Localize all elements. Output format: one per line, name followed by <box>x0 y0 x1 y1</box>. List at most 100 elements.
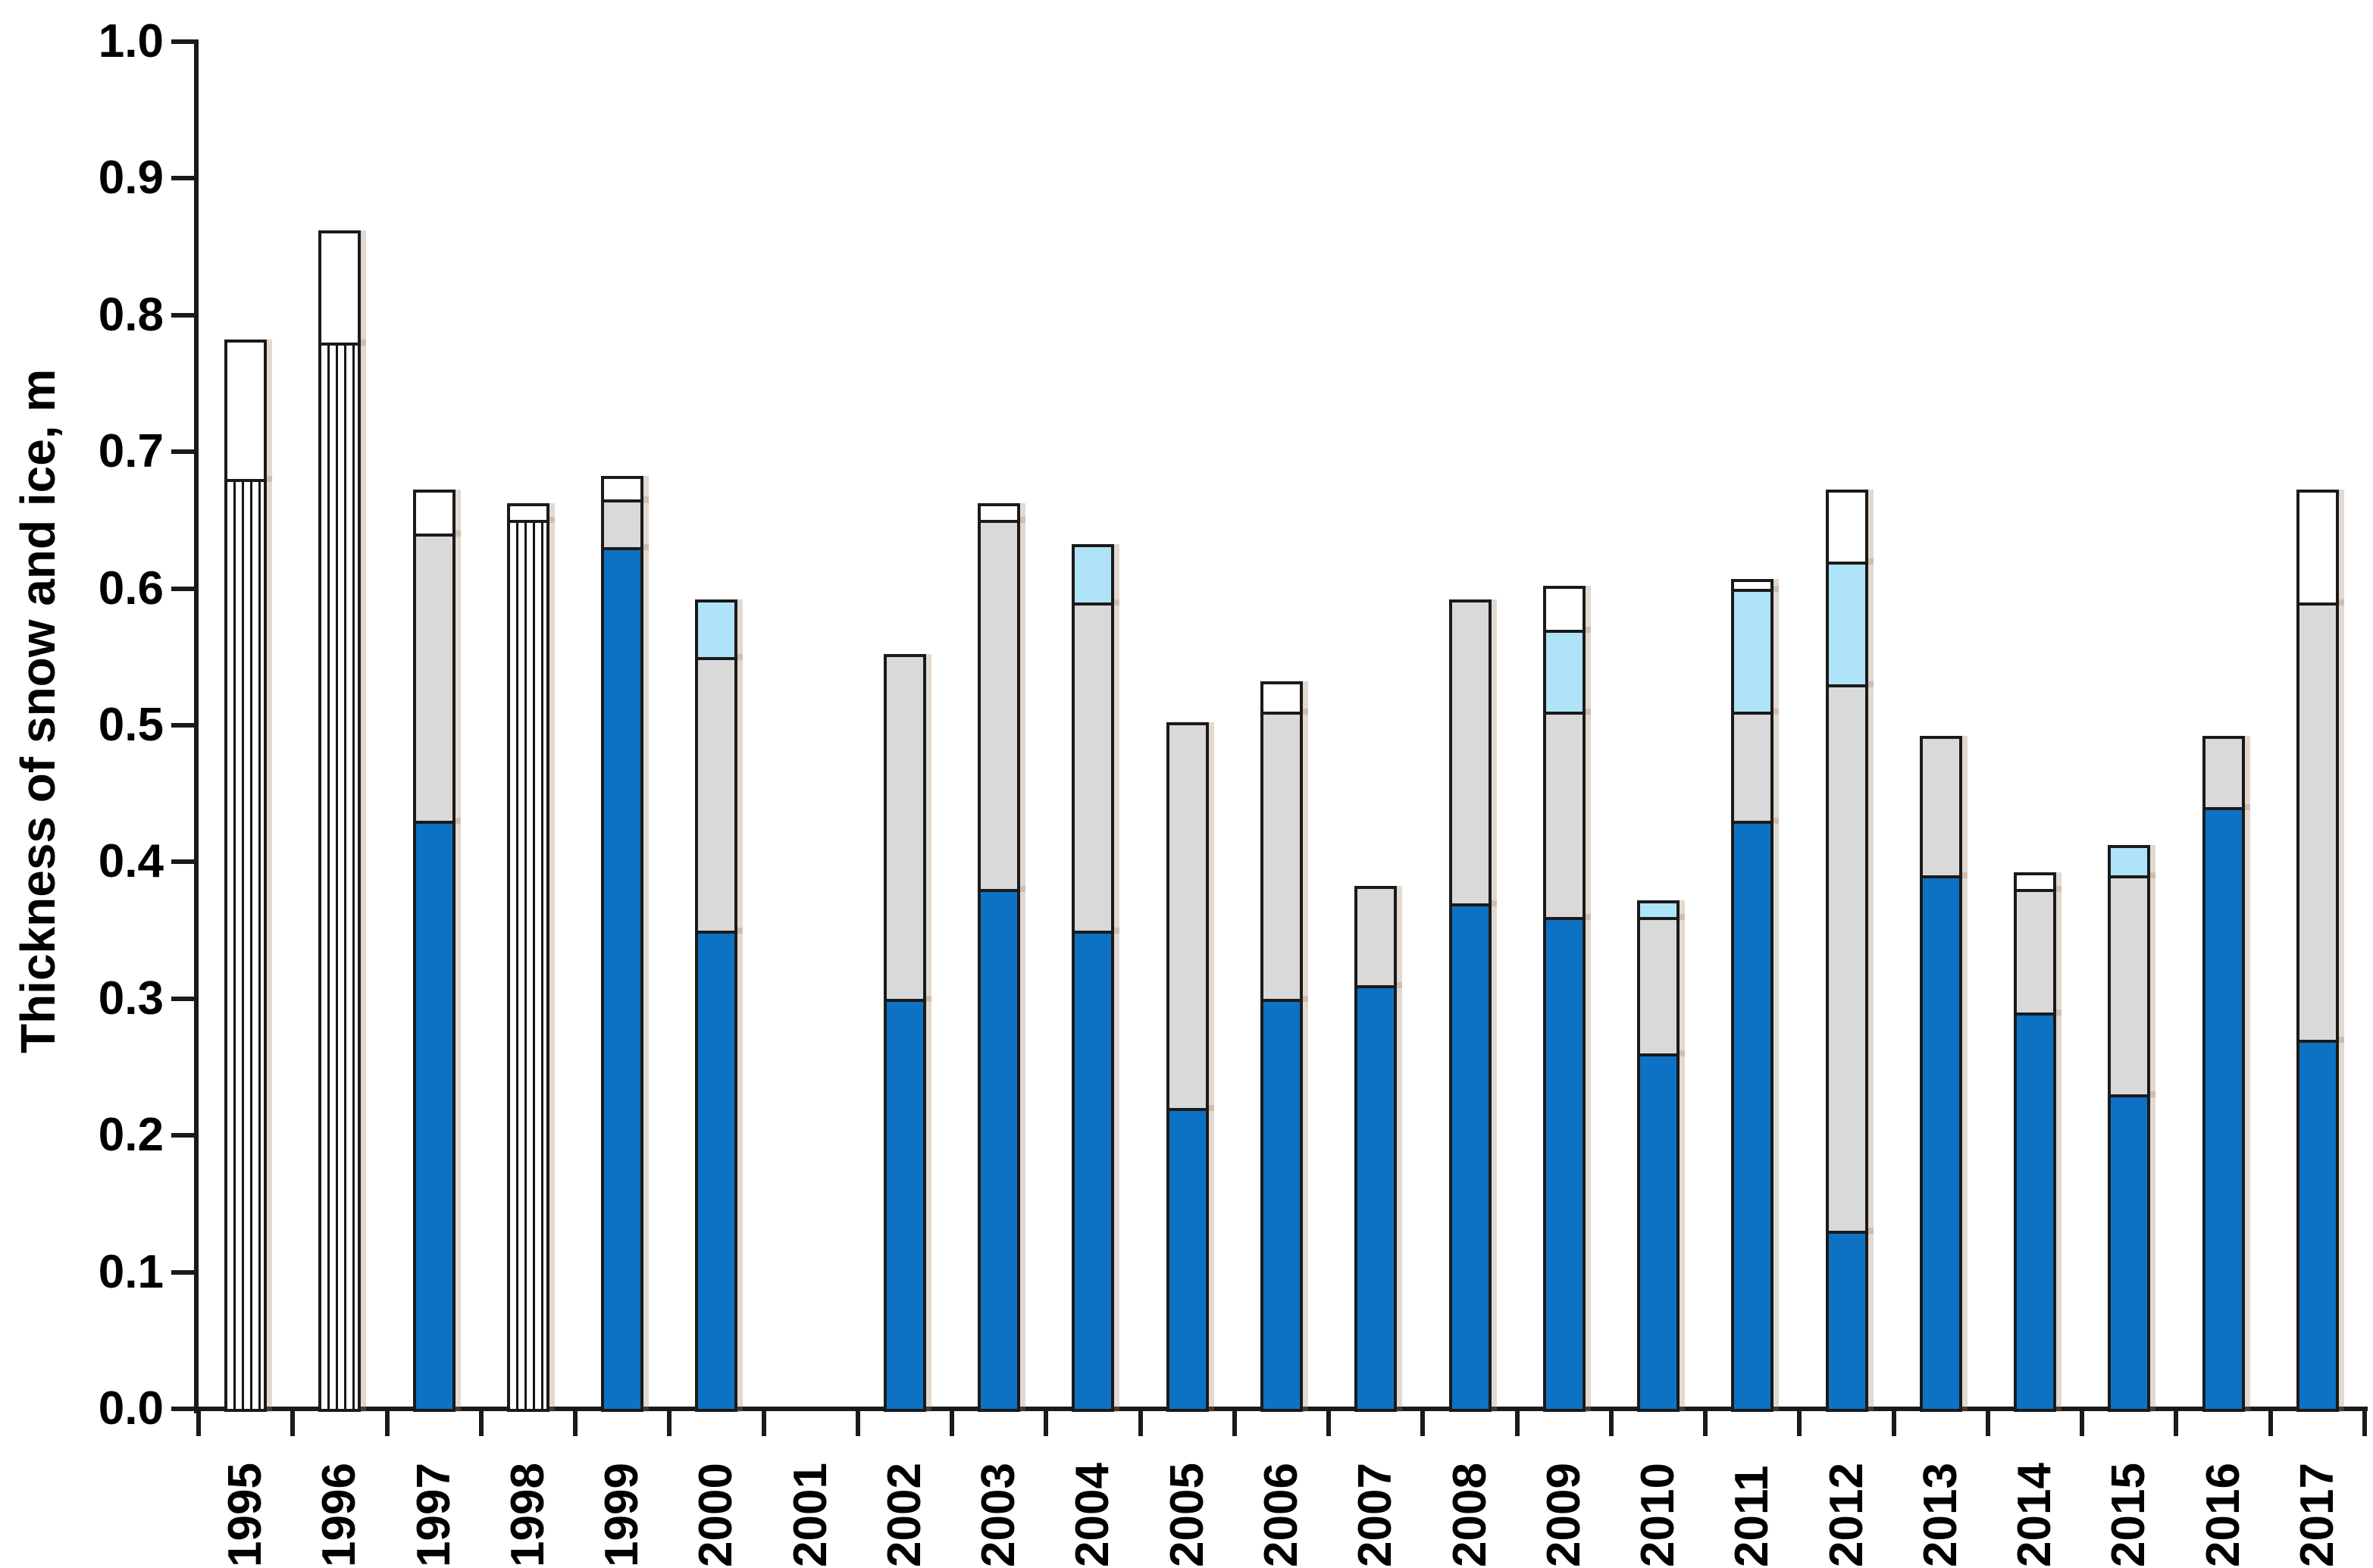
x-tick-label-1996: 1996 <box>313 1463 366 1567</box>
bar-segment-2004-light-blue <box>1072 544 1115 606</box>
x-tick-label-1997: 1997 <box>407 1463 460 1567</box>
bar-segment-2005-dark-blue <box>1166 1105 1209 1412</box>
bar-segment-2012-light-blue <box>1825 558 1868 687</box>
bar-segment-2012-dark-blue <box>1825 1228 1868 1412</box>
y-tick-label: 0.6 <box>98 562 164 615</box>
y-tick-label: 0.3 <box>98 972 164 1025</box>
y-tick-mark <box>171 859 194 865</box>
x-tick-mark <box>1608 1409 1614 1436</box>
x-tick-label-1999: 1999 <box>596 1463 649 1567</box>
bar-segment-2010-gray <box>1637 913 1680 1056</box>
bar-segment-2007-dark-blue <box>1354 981 1398 1412</box>
bar-segment-1995-white <box>224 339 268 483</box>
x-tick-mark <box>1420 1409 1426 1436</box>
bar-segment-2012-white <box>1825 490 1868 565</box>
bar-segment-2016-gray <box>2202 736 2245 811</box>
y-tick-label: 0.9 <box>98 152 164 205</box>
bar-segment-1997-white <box>412 490 456 537</box>
bar-segment-2000-light-blue <box>695 599 738 660</box>
bar-segment-1999-white <box>601 476 644 503</box>
bar-segment-2014-white <box>2014 872 2057 893</box>
x-tick-mark <box>855 1409 860 1436</box>
x-tick-mark <box>2362 1409 2367 1436</box>
bar-segment-1996-white <box>318 230 362 346</box>
x-tick-mark <box>1703 1409 1708 1436</box>
x-tick-label-2001: 2001 <box>784 1463 837 1567</box>
bar-segment-2011-light-blue <box>1731 585 1774 715</box>
x-tick-label-2013: 2013 <box>1914 1463 1967 1567</box>
x-tick-label-2017: 2017 <box>2290 1463 2343 1567</box>
y-tick-label: 0.0 <box>98 1382 164 1435</box>
x-tick-mark <box>1891 1409 1896 1436</box>
x-tick-label-1998: 1998 <box>501 1463 554 1567</box>
x-tick-label-2015: 2015 <box>2102 1463 2155 1567</box>
bar-segment-2003-white <box>978 503 1021 524</box>
bar-segment-2017-dark-blue <box>2296 1036 2339 1412</box>
x-tick-label-2016: 2016 <box>2196 1463 2249 1567</box>
bar-segment-2011-white <box>1731 578 1774 592</box>
x-tick-label-2005: 2005 <box>1160 1463 1213 1567</box>
y-tick-mark <box>171 723 194 728</box>
x-tick-mark <box>478 1409 484 1436</box>
y-tick-mark <box>171 312 194 318</box>
x-tick-label-2002: 2002 <box>878 1463 931 1567</box>
x-tick-label-2004: 2004 <box>1066 1463 1119 1567</box>
x-tick-mark <box>384 1409 390 1436</box>
x-tick-label-2006: 2006 <box>1255 1463 1307 1567</box>
bar-segment-2017-gray <box>2296 599 2339 1043</box>
x-tick-label-2008: 2008 <box>1443 1463 1496 1567</box>
bar-segment-2006-gray <box>1260 708 1303 1002</box>
bar-segment-2010-dark-blue <box>1637 1050 1680 1412</box>
x-tick-label-2010: 2010 <box>1632 1463 1685 1567</box>
y-tick-label: 0.4 <box>98 835 164 888</box>
bar-segment-1999-dark-blue <box>601 544 644 1412</box>
bar-segment-2007-gray <box>1354 886 1398 988</box>
bar-segment-1999-gray <box>601 496 644 551</box>
x-tick-mark <box>1044 1409 1049 1436</box>
bar-segment-1998-white <box>506 503 549 524</box>
bar-segment-2000-gray <box>695 653 738 934</box>
x-tick-mark <box>1514 1409 1520 1436</box>
bar-segment-2009-light-blue <box>1542 626 1586 715</box>
bar-segment-2006-white <box>1260 681 1303 715</box>
bar-segment-1995-striped <box>224 476 268 1412</box>
x-tick-label-2000: 2000 <box>690 1463 743 1567</box>
y-tick-mark <box>171 1407 194 1411</box>
y-tick-label: 0.1 <box>98 1245 164 1298</box>
x-tick-mark <box>2268 1409 2273 1436</box>
bar-segment-1996-striped <box>318 339 362 1412</box>
bar-segment-2009-dark-blue <box>1542 913 1586 1412</box>
y-tick-mark <box>171 586 194 591</box>
bar-segment-2013-dark-blue <box>1919 872 1962 1412</box>
bar-segment-2003-dark-blue <box>978 886 1021 1412</box>
x-tick-label-2009: 2009 <box>1537 1463 1590 1567</box>
x-tick-mark <box>290 1409 296 1436</box>
bar-segment-2003-gray <box>978 517 1021 893</box>
bar-segment-2015-dark-blue <box>2108 1091 2151 1412</box>
x-tick-label-1995: 1995 <box>219 1463 272 1567</box>
x-tick-label-2014: 2014 <box>2008 1463 2062 1567</box>
x-tick-label-2007: 2007 <box>1349 1463 1402 1567</box>
y-tick-label: 0.2 <box>98 1109 164 1162</box>
bar-segment-2004-gray <box>1072 599 1115 934</box>
bar-segment-1997-gray <box>412 530 456 825</box>
bar-segment-2014-dark-blue <box>2014 1009 2057 1412</box>
y-tick-mark <box>171 996 194 1001</box>
bar-segment-2014-gray <box>2014 886 2057 1016</box>
bar-segment-2006-dark-blue <box>1260 995 1303 1412</box>
x-tick-mark <box>761 1409 766 1436</box>
bar-segment-2008-gray <box>1448 599 1492 906</box>
x-tick-mark <box>2080 1409 2085 1436</box>
bar-segment-2015-light-blue <box>2108 845 2151 879</box>
y-tick-mark <box>171 1133 194 1138</box>
y-tick-mark <box>171 176 194 181</box>
y-axis-line <box>194 39 199 1413</box>
y-tick-mark <box>171 39 194 44</box>
x-tick-label-2012: 2012 <box>1820 1463 1873 1567</box>
y-tick-mark <box>171 1269 194 1275</box>
bar-segment-2011-dark-blue <box>1731 818 1774 1412</box>
bar-segment-1998-striped <box>506 517 549 1412</box>
bar-segment-2008-dark-blue <box>1448 900 1492 1412</box>
bar-segment-2002-dark-blue <box>883 995 926 1412</box>
x-tick-label-2003: 2003 <box>972 1463 1025 1567</box>
